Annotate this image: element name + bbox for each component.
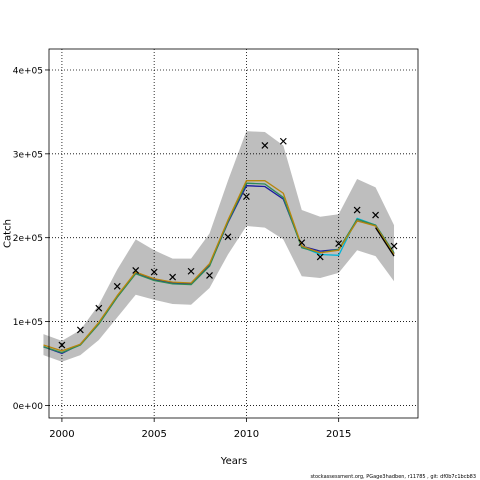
observed-point xyxy=(58,341,66,349)
confidence-band-layer xyxy=(43,131,395,362)
y-axis-title: Catch xyxy=(2,219,14,248)
observed-point xyxy=(113,282,121,290)
x-tick-label: 2000 xyxy=(49,429,74,440)
observed-point xyxy=(224,233,232,241)
series-line-4 xyxy=(43,180,395,352)
observed-point xyxy=(316,253,324,261)
observed-point xyxy=(242,193,250,201)
observed-point xyxy=(390,242,398,250)
observed-point xyxy=(95,304,103,312)
observed-point xyxy=(279,137,287,145)
observed-point xyxy=(372,211,379,219)
y-tick-label: 1e+05 xyxy=(13,318,43,328)
y-tick-label: 0e+00 xyxy=(13,402,44,412)
series-line-3 xyxy=(43,182,395,354)
axes-layer: 2000 2005 2010 2015 0e+00 1e+05 2e+05 3e+05 4e+0… xyxy=(13,48,419,440)
y-tick-label: 3e+05 xyxy=(13,150,43,160)
x-tick-label: 2010 xyxy=(234,429,259,440)
footer-attribution: stockassessment.org, PGage3hadben, r1178… xyxy=(310,474,476,480)
x-tick-label: 2015 xyxy=(326,429,351,440)
series-line-5 xyxy=(375,227,395,257)
observed-point xyxy=(261,142,269,149)
x-tick-label: 2005 xyxy=(141,429,166,440)
observed-points-layer xyxy=(58,137,398,349)
y-tick-label: 2e+05 xyxy=(13,234,43,244)
observed-point xyxy=(187,267,195,275)
y-tick-label: 4e+05 xyxy=(13,66,43,76)
confidence-band xyxy=(43,131,395,362)
observed-point xyxy=(132,266,140,274)
observed-point xyxy=(206,272,213,279)
observed-point xyxy=(76,326,84,334)
series-layer xyxy=(43,180,395,355)
observed-point xyxy=(298,239,306,247)
observed-point xyxy=(150,268,158,276)
observed-point xyxy=(335,240,343,247)
plot-frame xyxy=(48,48,419,419)
observed-point xyxy=(169,273,177,281)
x-axis-title: Years xyxy=(220,456,248,467)
observed-point xyxy=(353,206,361,214)
